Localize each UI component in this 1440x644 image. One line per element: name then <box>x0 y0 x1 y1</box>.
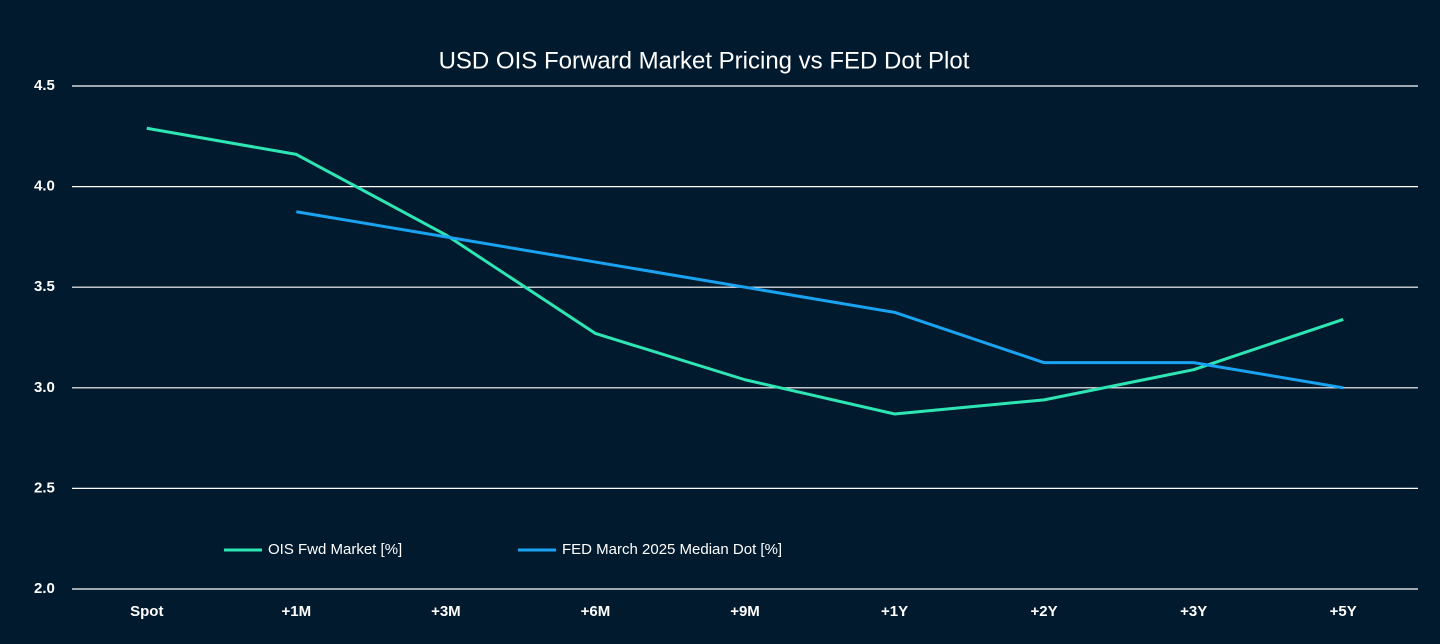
chart-title: USD OIS Forward Market Pricing vs FED Do… <box>439 47 970 74</box>
x-tick-label: +1Y <box>881 603 908 620</box>
y-tick-label: 2.5 <box>34 479 55 496</box>
legend-label: OIS Fwd Market [%] <box>268 541 402 558</box>
x-tick-label: +3Y <box>1180 603 1207 620</box>
x-tick-label: +5Y <box>1330 603 1357 620</box>
series-line <box>296 210 1344 390</box>
y-tick-label: 3.0 <box>34 379 55 396</box>
x-tick-label: Spot <box>130 603 163 620</box>
x-tick-label: +9M <box>730 603 760 620</box>
y-tick-label: 4.0 <box>34 178 55 195</box>
series-line <box>146 126 1344 416</box>
x-tick-label: +1M <box>282 603 312 620</box>
y-tick-label: 3.5 <box>34 278 55 295</box>
legend-label: FED March 2025 Median Dot [%] <box>562 541 782 558</box>
x-tick-label: +2Y <box>1031 603 1058 620</box>
x-tick-label: +6M <box>581 603 611 620</box>
y-tick-label: 4.5 <box>34 77 55 94</box>
x-tick-label: +3M <box>431 603 461 620</box>
y-tick-label: 2.0 <box>34 580 55 597</box>
